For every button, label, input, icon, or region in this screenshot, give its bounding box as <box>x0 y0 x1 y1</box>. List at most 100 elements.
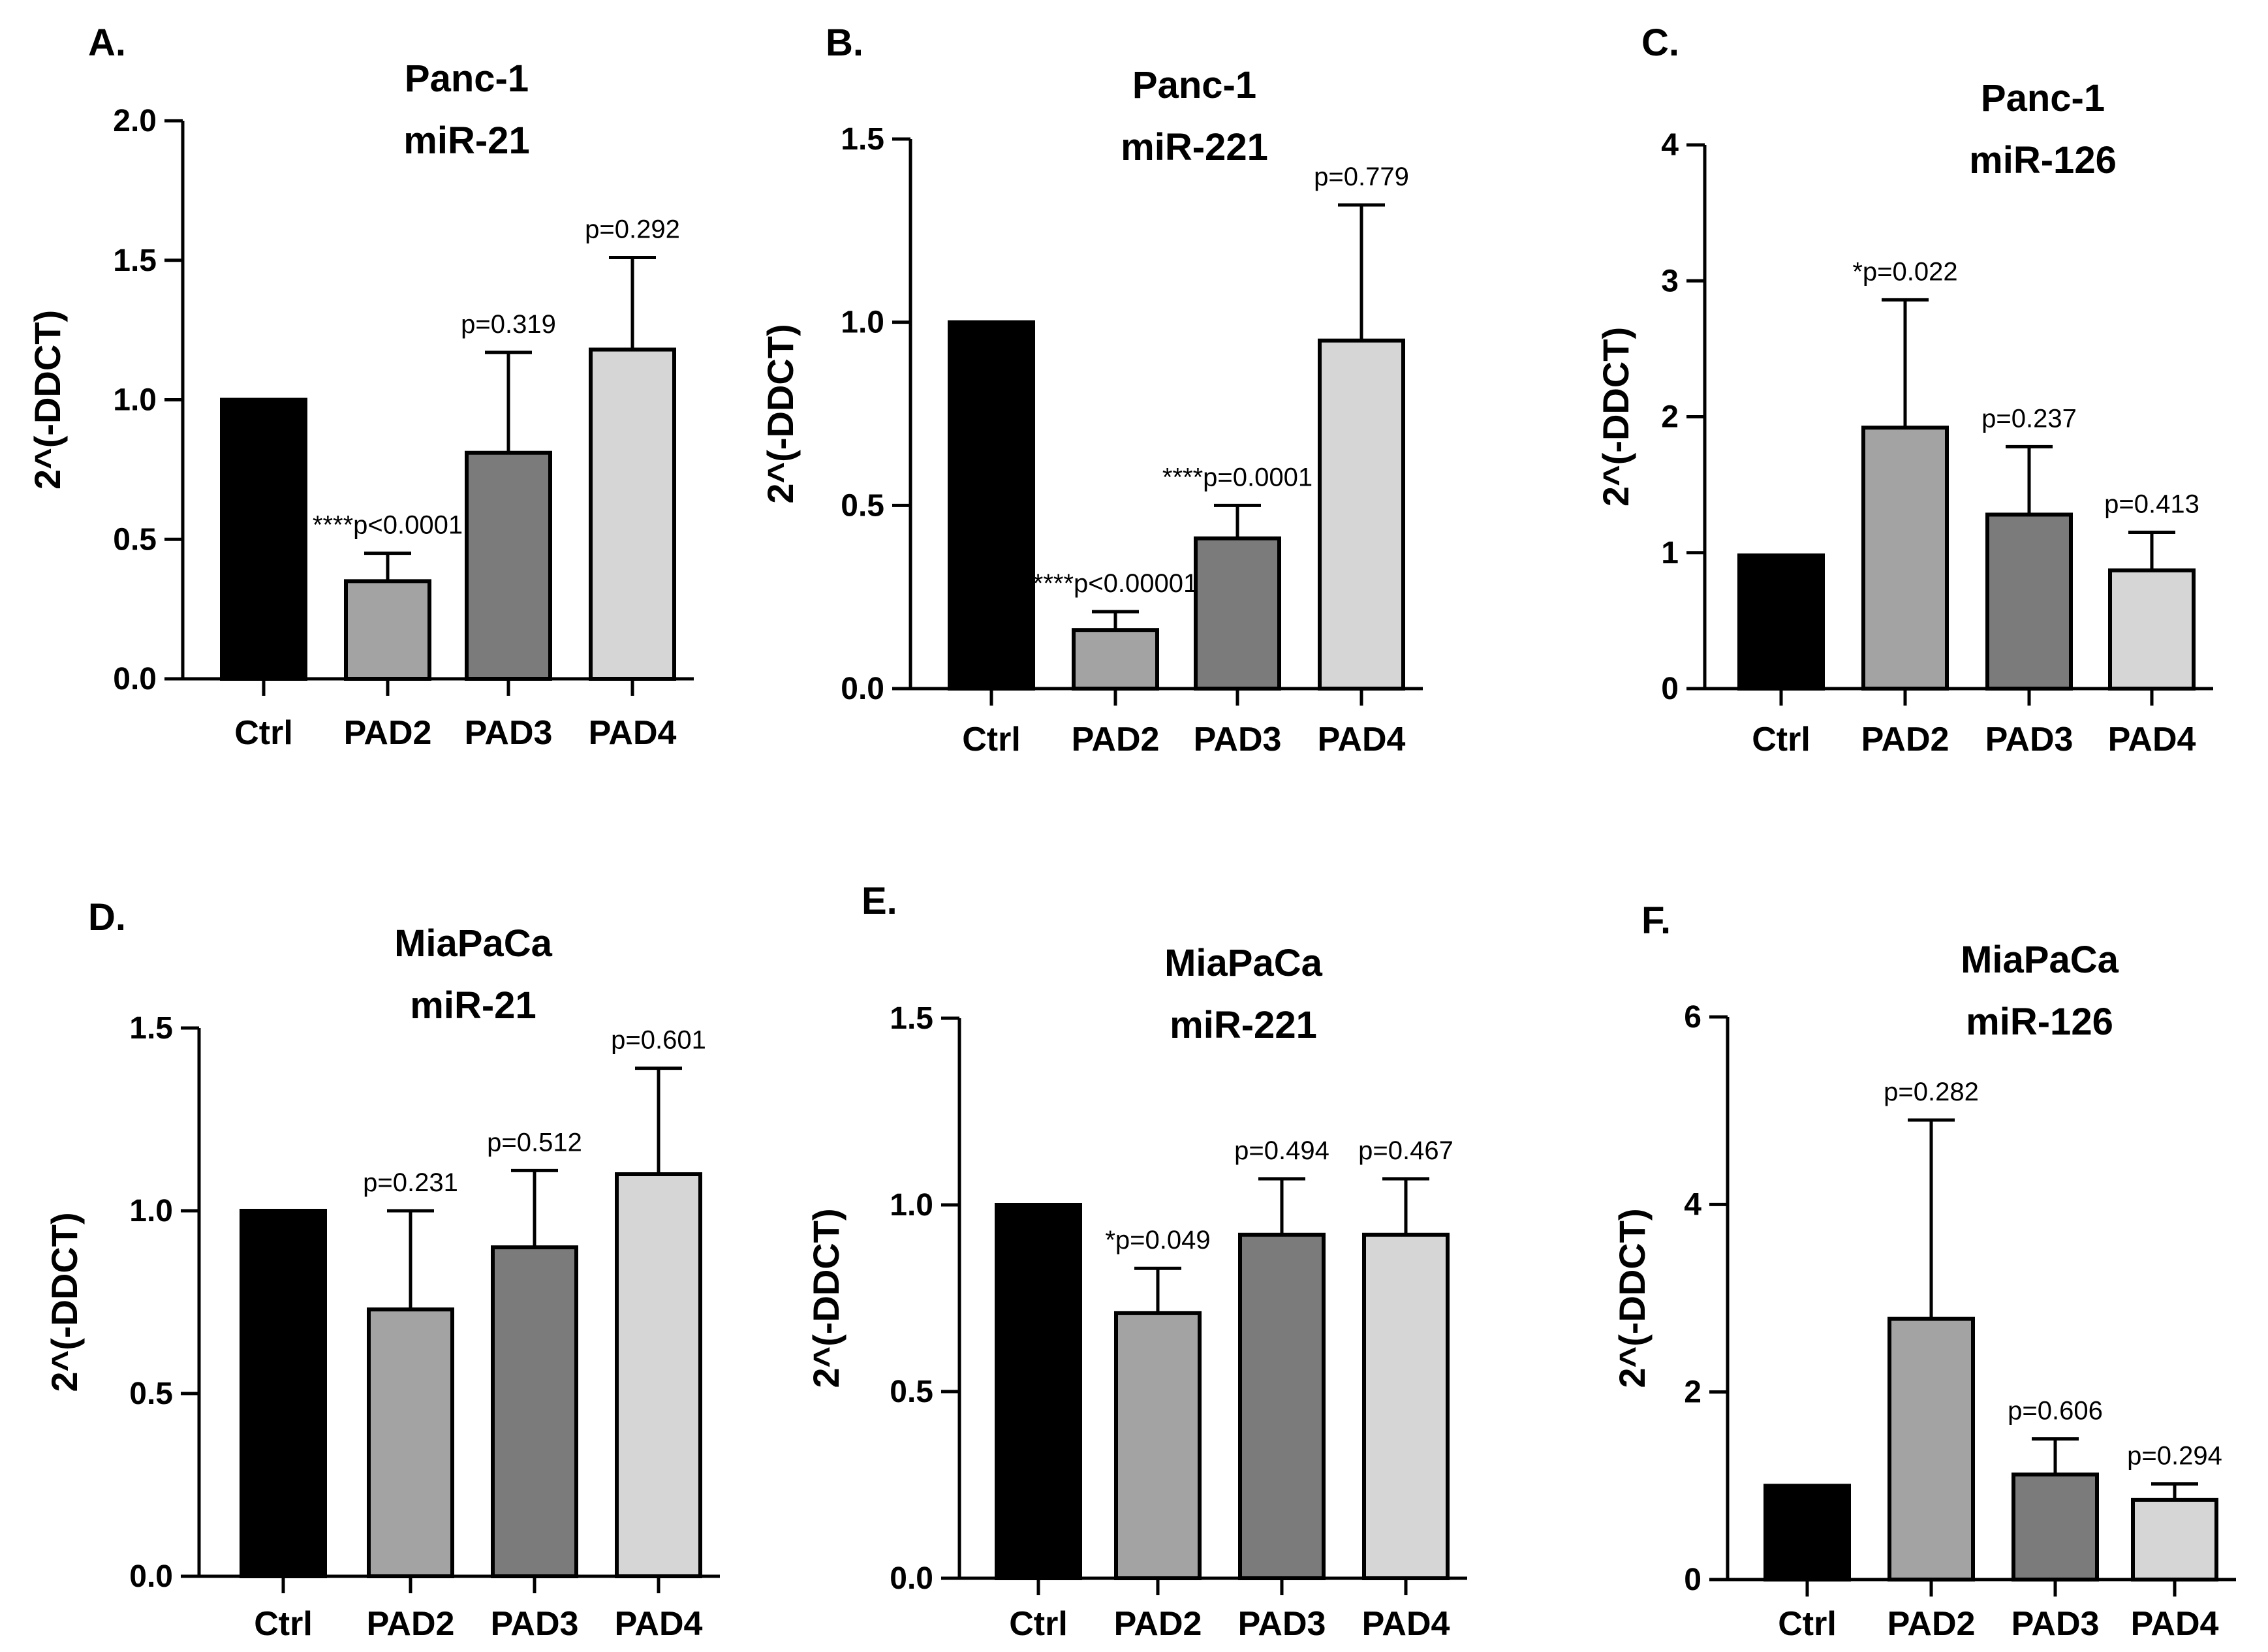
bar-pad3 <box>465 450 552 681</box>
y-tick-label: 1 <box>1661 536 1679 570</box>
p-value-annotation: p=0.601 <box>611 1026 706 1055</box>
bar-ctrl <box>1763 1484 1851 1582</box>
x-category-label: PAD2 <box>367 1605 455 1643</box>
p-value-annotation: p=0.779 <box>1314 163 1409 191</box>
x-category-label: PAD4 <box>615 1605 703 1643</box>
x-category-label: PAD2 <box>1114 1605 1202 1643</box>
bar-pad4 <box>1318 338 1405 691</box>
chart-title-line: miR-221 <box>1170 1004 1317 1046</box>
chart-panel-a: A. Panc-1 miR-21 2^(-DDCT) 0.0 0.5 1.0 1.5 2.0 Ct… <box>27 22 694 752</box>
y-tick-label: 3 <box>1661 264 1679 298</box>
x-category-label: PAD4 <box>589 714 677 752</box>
chart-title-line: Panc-1 <box>1981 77 2105 119</box>
x-category-label: PAD2 <box>1072 721 1160 758</box>
p-value-annotation: p=0.237 <box>1981 404 2077 433</box>
y-tick-label: 1.5 <box>841 122 884 157</box>
x-category-label: Ctrl <box>254 1605 313 1643</box>
p-value-annotation: ****p<0.0001 <box>313 511 463 540</box>
y-tick-label: 1.0 <box>113 383 157 418</box>
bar-pad3 <box>1238 1232 1326 1580</box>
chart-title-line: MiaPaCa <box>394 922 553 965</box>
p-value-annotation: p=0.606 <box>2008 1397 2103 1426</box>
chart-title-line: miR-221 <box>1121 126 1268 168</box>
bar-pad2 <box>344 579 431 681</box>
x-category-label: PAD3 <box>1194 721 1282 758</box>
chart-title-line: miR-21 <box>403 119 529 162</box>
y-tick-label: 0.0 <box>113 662 157 696</box>
y-tick-label: 0.5 <box>129 1377 173 1411</box>
p-value-annotation: p=0.494 <box>1234 1136 1329 1165</box>
bar-pad4 <box>615 1172 702 1578</box>
y-tick-label: 0 <box>1684 1563 1701 1597</box>
bar-pad4 <box>2131 1497 2218 1582</box>
y-tick-label: 2 <box>1684 1375 1701 1410</box>
chart-panel-e: E. MiaPaCa miR-221 2^(-DDCT) 0.0 0.5 1.0 1.5 Ctr… <box>805 880 1467 1643</box>
bar-pad2 <box>1861 426 1949 691</box>
y-axis-label: 2^(-DDCT) <box>760 324 801 503</box>
x-category-label: PAD4 <box>2131 1605 2219 1643</box>
y-tick-label: 0.0 <box>129 1559 173 1594</box>
p-value-annotation: p=0.231 <box>363 1168 458 1197</box>
y-tick-label: 1.5 <box>890 1001 933 1036</box>
chart-panel-c: C. Panc-1 miR-126 2^(-DDCT) 0 1 2 3 4 Ctrl *p=0.02… <box>1595 22 2213 758</box>
y-tick-label: 4 <box>1684 1187 1701 1222</box>
p-value-annotation: p=0.292 <box>585 215 680 243</box>
chart-title-line: MiaPaCa <box>1961 939 2119 981</box>
y-tick-label: 0.0 <box>841 672 884 706</box>
p-value-annotation: p=0.282 <box>1884 1078 1979 1106</box>
x-category-label: PAD3 <box>1985 721 2074 758</box>
chart-title-line: MiaPaCa <box>1164 942 1323 984</box>
bar-ctrl <box>1737 553 1825 691</box>
bar-pad4 <box>2108 568 2196 691</box>
bar-pad2 <box>1887 1317 1975 1582</box>
x-category-label: PAD4 <box>1318 721 1406 758</box>
y-tick-label: 0.5 <box>890 1375 933 1409</box>
x-category-label: Ctrl <box>1778 1605 1837 1643</box>
x-category-label: Ctrl <box>234 714 293 752</box>
bar-ctrl <box>995 1203 1082 1580</box>
x-category-label: PAD3 <box>2012 1605 2100 1643</box>
panel-letter: B. <box>826 22 863 64</box>
y-tick-label: 0.0 <box>890 1561 933 1596</box>
chart-title-line: Panc-1 <box>405 57 529 100</box>
chart-title-line: miR-21 <box>410 984 536 1027</box>
chart-panel-f: F. MiaPaCa miR-126 2^(-DDCT) 0 2 4 6 Ctrl p=0.282… <box>1611 899 2236 1643</box>
bar-pad3 <box>1985 512 2073 691</box>
x-category-label: PAD3 <box>1238 1605 1326 1643</box>
chart-panel-b: B. Panc-1 miR-221 2^(-DDCT) 0.0 0.5 1.0 1.5 Ctrl… <box>760 22 1423 758</box>
x-category-label: PAD4 <box>2108 721 2196 758</box>
bar-pad4 <box>589 347 676 681</box>
y-tick-label: 2 <box>1661 400 1679 435</box>
p-value-annotation: p=0.413 <box>2104 490 2199 519</box>
chart-title-line: miR-126 <box>1966 1001 2113 1043</box>
x-category-label: PAD2 <box>1887 1605 1976 1643</box>
y-tick-label: 1.0 <box>841 305 884 340</box>
bar-pad2 <box>1114 1311 1202 1580</box>
bar-ctrl <box>948 320 1035 691</box>
bar-pad4 <box>1362 1232 1450 1580</box>
y-tick-label: 1.0 <box>129 1194 173 1228</box>
p-value-annotation: p=0.294 <box>2127 1441 2222 1470</box>
y-tick-label: 1.5 <box>129 1011 173 1046</box>
y-tick-label: 1.5 <box>113 243 157 278</box>
y-tick-label: 1.0 <box>890 1188 933 1223</box>
y-tick-label: 6 <box>1684 1000 1701 1035</box>
bar-pad3 <box>1194 536 1281 691</box>
y-axis-label: 2^(-DDCT) <box>27 310 68 490</box>
y-axis-label: 2^(-DDCT) <box>805 1208 847 1388</box>
p-value-annotation: p=0.512 <box>487 1128 582 1157</box>
p-value-annotation: p=0.319 <box>461 310 556 339</box>
p-value-annotation: ****p=0.0001 <box>1162 463 1313 491</box>
x-category-label: Ctrl <box>962 721 1021 758</box>
p-value-annotation: *p=0.022 <box>1852 257 1957 286</box>
bar-ctrl <box>240 1209 327 1578</box>
bar-ctrl <box>220 397 307 681</box>
panel-letter: A. <box>88 22 126 64</box>
chart-panel-d: D. MiaPaCa miR-21 2^(-DDCT) 0.0 0.5 1.0 1.5 Ctrl… <box>44 896 720 1643</box>
panel-letter: D. <box>88 896 126 939</box>
x-category-label: Ctrl <box>1009 1605 1068 1643</box>
y-tick-label: 0.5 <box>841 488 884 523</box>
chart-title-line: Panc-1 <box>1132 64 1256 106</box>
x-category-label: PAD3 <box>465 714 553 752</box>
